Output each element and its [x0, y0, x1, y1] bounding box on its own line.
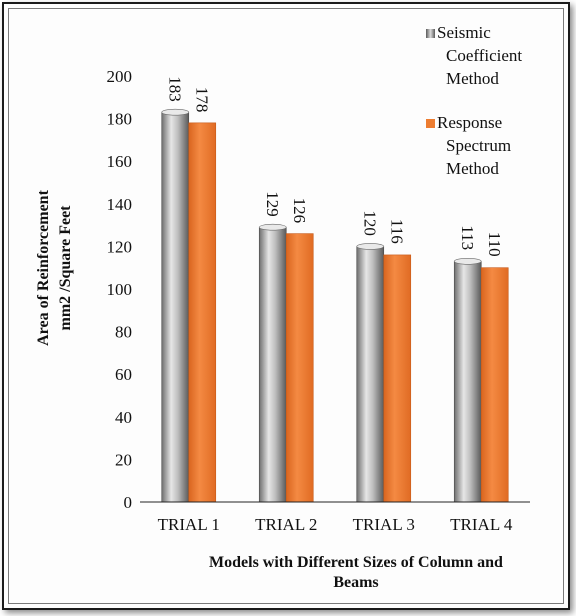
- bar-cap-seismic-trial-4: [454, 258, 481, 264]
- x-tick-label-trial-4: TRIAL 4: [450, 515, 513, 534]
- y-axis-title-line-2: mm2 /Square Feet: [57, 205, 74, 331]
- bar-cap-seismic-trial-1: [162, 109, 189, 115]
- x-axis-category-labels: TRIAL 1 TRIAL 2 TRIAL 3 TRIAL 4: [158, 515, 513, 534]
- legend-label-response-line-1: Response: [437, 113, 502, 132]
- data-label-response-trial-2: 126: [290, 198, 309, 224]
- y-tick-label: 120: [107, 237, 133, 256]
- bar-cap-seismic-trial-3: [357, 243, 384, 249]
- bar-response-trial-1: [189, 123, 216, 502]
- y-tick-label: 180: [107, 110, 133, 129]
- data-label-seismic-trial-1: 183: [165, 76, 184, 102]
- data-label-response-trial-4: 110: [485, 232, 504, 257]
- bar-response-trial-4: [481, 268, 508, 502]
- bar-seismic-trial-4: [454, 261, 481, 502]
- y-tick-label: 80: [115, 323, 132, 342]
- bar-seismic-trial-2: [259, 227, 286, 502]
- legend-label-seismic-line-1: Seismic: [437, 23, 491, 42]
- y-tick-label: 40: [115, 408, 132, 427]
- x-axis-title-line-2: Beams: [333, 574, 378, 591]
- bar-response-trial-2: [286, 234, 313, 502]
- data-label-seismic-trial-4: 113: [458, 225, 477, 250]
- y-tick-label: 100: [107, 280, 133, 299]
- x-tick-label-trial-1: TRIAL 1: [158, 515, 220, 534]
- data-label-response-trial-3: 116: [387, 219, 406, 244]
- x-tick-label-trial-2: TRIAL 2: [255, 515, 317, 534]
- y-tick-label: 140: [107, 195, 133, 214]
- bar-response-trial-3: [384, 255, 411, 502]
- y-tick-label: 20: [115, 450, 132, 469]
- y-axis-title: Area of Reinforcement mm2 /Square Feet: [35, 189, 74, 345]
- data-label-seismic-trial-3: 120: [360, 210, 379, 236]
- legend: Seismic Coefficient Method Response Spec…: [426, 23, 522, 178]
- y-tick-label: 160: [107, 152, 133, 171]
- legend-label-response-line-2: Spectrum: [446, 136, 511, 155]
- legend-swatch-seismic: [426, 29, 435, 38]
- x-tick-label-trial-3: TRIAL 3: [353, 515, 415, 534]
- y-axis-ticks: 0 20 40 60 80 100 120 140 160 180 200: [107, 67, 133, 512]
- x-axis-title: Models with Different Sizes of Column an…: [209, 554, 503, 591]
- legend-swatch-response: [426, 119, 435, 128]
- y-tick-label: 60: [115, 365, 132, 384]
- data-label-seismic-trial-2: 129: [263, 191, 282, 217]
- legend-label-response-line-3: Method: [446, 159, 499, 178]
- legend-label-seismic-line-2: Coefficient: [446, 46, 522, 65]
- y-tick-label: 0: [124, 493, 133, 512]
- data-label-response-trial-1: 178: [192, 87, 211, 113]
- y-tick-label: 200: [107, 67, 133, 86]
- y-axis-title-line-1: Area of Reinforcement: [35, 189, 52, 345]
- bar-seismic-trial-1: [162, 112, 189, 502]
- legend-label-seismic-line-3: Method: [446, 69, 499, 88]
- bar-cap-seismic-trial-2: [259, 224, 286, 230]
- x-axis-title-line-1: Models with Different Sizes of Column an…: [209, 554, 503, 571]
- bar-seismic-trial-3: [357, 246, 384, 502]
